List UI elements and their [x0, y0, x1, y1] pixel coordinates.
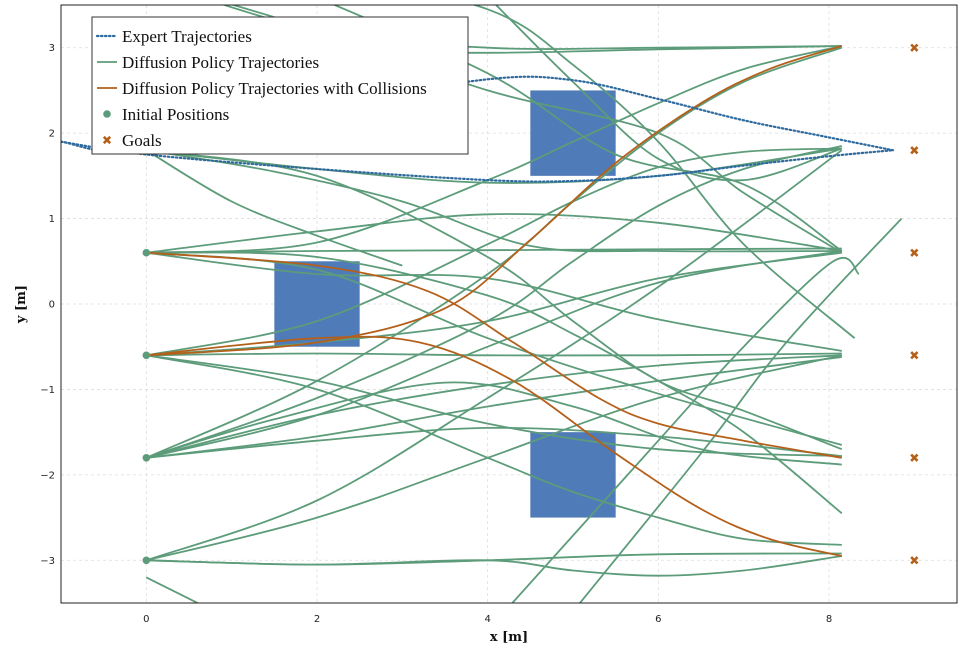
legend-entry-label: Diffusion Policy Trajectories with Colli…: [122, 79, 427, 98]
diffusion-trajectory: [146, 354, 842, 546]
diffusion-trajectory: [511, 257, 860, 603]
goal-marker: [910, 556, 919, 565]
x-tick-label: 4: [484, 614, 490, 625]
legend-entry-label: Diffusion Policy Trajectories: [122, 53, 319, 72]
y-tick-label: −3: [40, 556, 55, 567]
x-tick-label: 8: [826, 614, 832, 625]
diffusion-trajectory: [146, 555, 842, 577]
goal-marker: [910, 146, 919, 155]
tick-labels: 0 2 4 6 8 −3 −2 −1 0 1 2 3: [40, 43, 832, 625]
diffusion-trajectory: [145, 576, 200, 603]
y-axis-label: y [m]: [14, 285, 29, 324]
diffusion-trajectory: [578, 217, 903, 603]
diffusion-trajectory: [146, 149, 842, 253]
y-tick-label: 0: [49, 300, 55, 311]
initial-position-marker: [142, 248, 151, 257]
goal-marker: [910, 43, 919, 52]
legend-entry-label: Expert Trajectories: [122, 27, 252, 46]
collision-trajectory: [146, 45, 843, 357]
diffusion-trajectory: [146, 45, 843, 254]
x-tick-label: 0: [143, 614, 149, 625]
legend-entry-label: Goals: [122, 131, 162, 150]
y-tick-label: −2: [40, 470, 55, 481]
expert-trajectory: [61, 140, 895, 183]
diffusion-trajectory: [494, 5, 843, 182]
initial-position-marker: [142, 556, 151, 565]
x-tick-label: 2: [314, 614, 320, 625]
goal-marker: [910, 248, 919, 257]
y-tick-label: 3: [49, 43, 55, 54]
diffusion-trajectory: [146, 147, 842, 357]
diffusion-trajectory: [146, 149, 843, 562]
x-axis-label: x [m]: [490, 630, 528, 645]
legend-box: [91, 16, 469, 155]
collision-trajectory: [146, 335, 843, 557]
diffusion-trajectory: [146, 354, 843, 562]
diffusion-trajectory: [146, 426, 842, 459]
initial-position-marker: [142, 351, 151, 360]
y-tick-label: 2: [49, 129, 55, 140]
diffusion-trajectory: [146, 250, 842, 459]
collision-trajectories: [146, 45, 843, 557]
legend-entry-label: Initial Positions: [122, 105, 229, 124]
diffusion-trajectory: [146, 149, 843, 451]
initial-position-marker: [142, 453, 151, 462]
diffusion-trajectory: [145, 149, 403, 267]
diffusion-trajectory: [146, 145, 843, 459]
diffusion-trajectory: [221, 5, 842, 50]
diffusion-trajectory: [471, 5, 856, 339]
plot-frame: [60, 4, 958, 604]
y-tick-label: 1: [49, 214, 55, 225]
diffusion-trajectory: [146, 381, 842, 466]
legend: Expert Trajectories Diffusion Policy Traj…: [91, 16, 469, 155]
obstacle: [530, 90, 616, 176]
legend-swatch-circle: [103, 110, 111, 118]
goal-marker: [910, 453, 919, 462]
collision-trajectory: [146, 251, 842, 459]
diffusion-trajectory: [146, 352, 842, 357]
y-tick-label: −1: [40, 385, 55, 396]
diffusion-trajectory: [146, 251, 843, 514]
diffusion-trajectory: [146, 247, 842, 254]
goal-marker: [910, 351, 919, 360]
markers: [142, 43, 919, 565]
legend-swatch-cross: [102, 135, 112, 145]
x-tick-label: 6: [655, 614, 661, 625]
diffusion-trajectory: [146, 213, 842, 254]
